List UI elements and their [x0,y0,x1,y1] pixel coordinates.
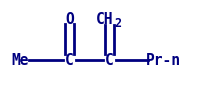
Text: C: C [105,53,114,68]
Text: CH: CH [96,12,113,27]
Text: O: O [65,12,74,27]
Text: Me: Me [11,53,29,68]
Text: C: C [65,53,74,68]
Text: Pr-n: Pr-n [146,53,181,68]
Text: 2: 2 [115,17,122,30]
